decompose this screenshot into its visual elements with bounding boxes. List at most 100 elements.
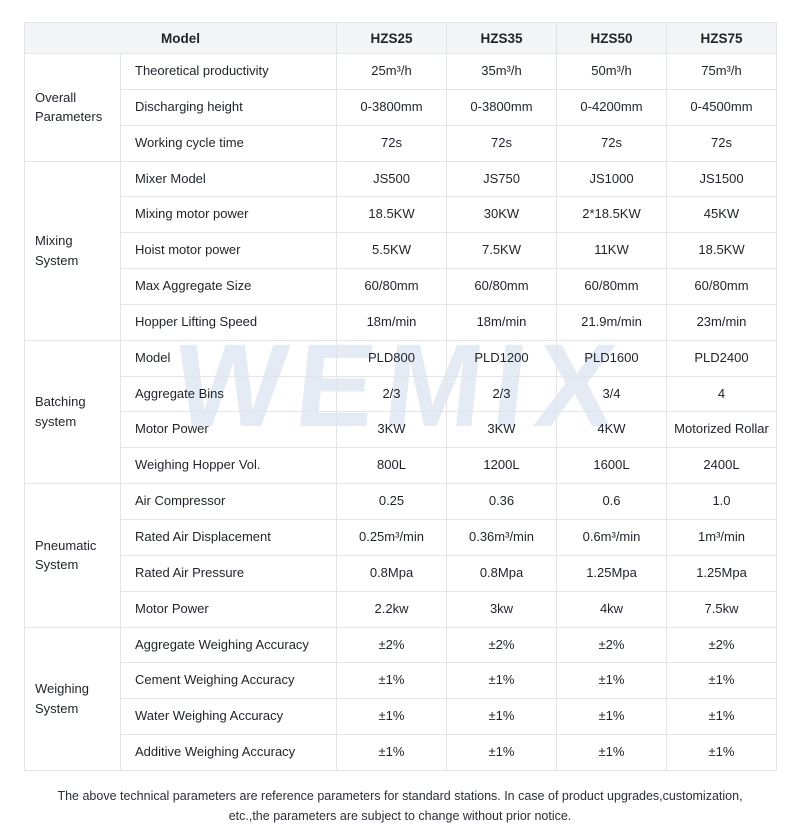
- table-row: Hopper Lifting Speed 18m/min 18m/min 21.…: [25, 303, 777, 341]
- table-row: Discharging height 0-3800mm 0-3800mm 0-4…: [25, 88, 777, 126]
- cell-value: 2/3: [446, 375, 557, 413]
- cell-value: 4KW: [556, 411, 667, 449]
- row-label: Theoretical productivity: [120, 53, 337, 90]
- table-row: Motor Power 3KW 3KW 4KW Motorized Rollar: [25, 411, 777, 449]
- cell-value: 5.5KW: [336, 232, 447, 270]
- cell-value: ±1%: [336, 662, 447, 700]
- table-row: Hoist motor power 5.5KW 7.5KW 11KW 18.5K…: [25, 232, 777, 270]
- spec-table-container: Model HZS25 HZS35 HZS50 HZS75 Overall Pa…: [24, 22, 777, 771]
- group-label-batching-system: Batching system: [24, 339, 121, 485]
- cell-value: 3KW: [446, 411, 557, 449]
- cell-value: ±1%: [336, 698, 447, 736]
- cell-value: 0.36: [446, 483, 557, 520]
- cell-value: ±1%: [666, 662, 777, 700]
- row-label: Cement Weighing Accuracy: [120, 662, 337, 700]
- cell-value: 7.5KW: [446, 232, 557, 270]
- cell-value: 2.2kw: [336, 590, 447, 628]
- table-row: Max Aggregate Size 60/80mm 60/80mm 60/80…: [25, 268, 777, 305]
- table-row: Working cycle time 72s 72s 72s 72s: [25, 124, 777, 162]
- footer-line-2: etc.,the parameters are subject to chang…: [228, 808, 572, 823]
- column-header-hzs50: HZS50: [556, 22, 667, 54]
- table-row: Cement Weighing Accuracy ±1% ±1% ±1% ±1%: [25, 662, 777, 700]
- group-label-mixing-system: Mixing System: [24, 160, 121, 341]
- cell-value: 0.25m³/min: [336, 518, 447, 556]
- cell-value: 18.5KW: [666, 232, 777, 270]
- table-row: Water Weighing Accuracy ±1% ±1% ±1% ±1%: [25, 698, 777, 736]
- row-label: Hopper Lifting Speed: [120, 303, 337, 341]
- row-label: Rated Air Pressure: [120, 554, 337, 592]
- group-label-weighing-system: Weighing System: [24, 626, 121, 771]
- column-header-hzs25: HZS25: [336, 22, 447, 54]
- cell-value: 7.5kw: [666, 590, 777, 628]
- row-label: Max Aggregate Size: [120, 268, 337, 305]
- cell-value: 4: [666, 375, 777, 413]
- cell-value: PLD1600: [556, 339, 667, 377]
- cell-value: 0-3800mm: [336, 88, 447, 126]
- table-row: Mixing System Mixer Model JS500 JS750 JS…: [24, 160, 777, 341]
- cell-value: JS750: [446, 160, 557, 198]
- row-label: Aggregate Bins: [120, 375, 337, 413]
- table-row: Aggregate Bins 2/3 2/3 3/4 4: [25, 375, 777, 413]
- cell-value: 23m/min: [666, 303, 777, 341]
- cell-value: 0.6: [556, 483, 667, 520]
- cell-value: ±1%: [446, 662, 557, 700]
- cell-value: JS1500: [666, 160, 777, 198]
- cell-value: 1.25Mpa: [556, 554, 667, 592]
- cell-value: 60/80mm: [556, 268, 667, 305]
- cell-value: ±2%: [446, 626, 557, 664]
- cell-value: 72s: [446, 124, 557, 162]
- cell-value: 25m³/h: [336, 53, 447, 90]
- cell-value: PLD1200: [446, 339, 557, 377]
- cell-value: 60/80mm: [336, 268, 447, 305]
- cell-value: 0-4200mm: [556, 88, 667, 126]
- model-header: Model: [24, 22, 337, 54]
- cell-value: 18m/min: [336, 303, 447, 341]
- row-label: Mixer Model: [120, 160, 337, 198]
- cell-value: 3kw: [446, 590, 557, 628]
- cell-value: 2/3: [336, 375, 447, 413]
- cell-value: 18m/min: [446, 303, 557, 341]
- cell-value: 45KW: [666, 196, 777, 234]
- cell-value: ±1%: [556, 662, 667, 700]
- table-row: Weighing System Aggregate Weighing Accur…: [24, 626, 777, 771]
- table-row: Weighing Hopper Vol. 800L 1200L 1600L 24…: [25, 447, 777, 485]
- table-row: Rated Air Displacement 0.25m³/min 0.36m³…: [25, 518, 777, 556]
- cell-value: 75m³/h: [666, 53, 777, 90]
- cell-value: 35m³/h: [446, 53, 557, 90]
- cell-value: 72s: [666, 124, 777, 162]
- cell-value: 1600L: [556, 447, 667, 485]
- row-label: Motor Power: [120, 411, 337, 449]
- table-header-row: Model HZS25 HZS35 HZS50 HZS75: [24, 22, 777, 54]
- cell-value: 72s: [336, 124, 447, 162]
- cell-value: JS1000: [556, 160, 667, 198]
- row-label: Model: [120, 339, 337, 377]
- cell-value: 60/80mm: [446, 268, 557, 305]
- row-label: Hoist motor power: [120, 232, 337, 270]
- row-label: Rated Air Displacement: [120, 518, 337, 556]
- row-label: Working cycle time: [120, 124, 337, 162]
- cell-value: 0-4500mm: [666, 88, 777, 126]
- cell-value: Motorized Rollar: [666, 411, 777, 449]
- cell-value: 0.25: [336, 483, 447, 520]
- cell-value: 60/80mm: [666, 268, 777, 305]
- cell-value: 1.0: [666, 483, 777, 520]
- cell-value: ±1%: [446, 698, 557, 736]
- cell-value: 0.8Mpa: [446, 554, 557, 592]
- spec-table: Model HZS25 HZS35 HZS50 HZS75 Overall Pa…: [24, 22, 777, 771]
- footer-line-1: The above technical parameters are refer…: [57, 788, 743, 803]
- row-label: Motor Power: [120, 590, 337, 628]
- column-header-hzs35: HZS35: [446, 22, 557, 54]
- group-label-overall-parameters: Overall Parameters: [24, 53, 121, 162]
- cell-value: 1.25Mpa: [666, 554, 777, 592]
- cell-value: 0-3800mm: [446, 88, 557, 126]
- cell-value: 2*18.5KW: [556, 196, 667, 234]
- table-row: Rated Air Pressure 0.8Mpa 0.8Mpa 1.25Mpa…: [25, 554, 777, 592]
- table-row: Overall Parameters Theoretical productiv…: [24, 53, 777, 162]
- cell-value: 3KW: [336, 411, 447, 449]
- cell-value: 0.36m³/min: [446, 518, 557, 556]
- cell-value: 3/4: [556, 375, 667, 413]
- cell-value: 800L: [336, 447, 447, 485]
- cell-value: 2400L: [666, 447, 777, 485]
- cell-value: PLD2400: [666, 339, 777, 377]
- cell-value: 11KW: [556, 232, 667, 270]
